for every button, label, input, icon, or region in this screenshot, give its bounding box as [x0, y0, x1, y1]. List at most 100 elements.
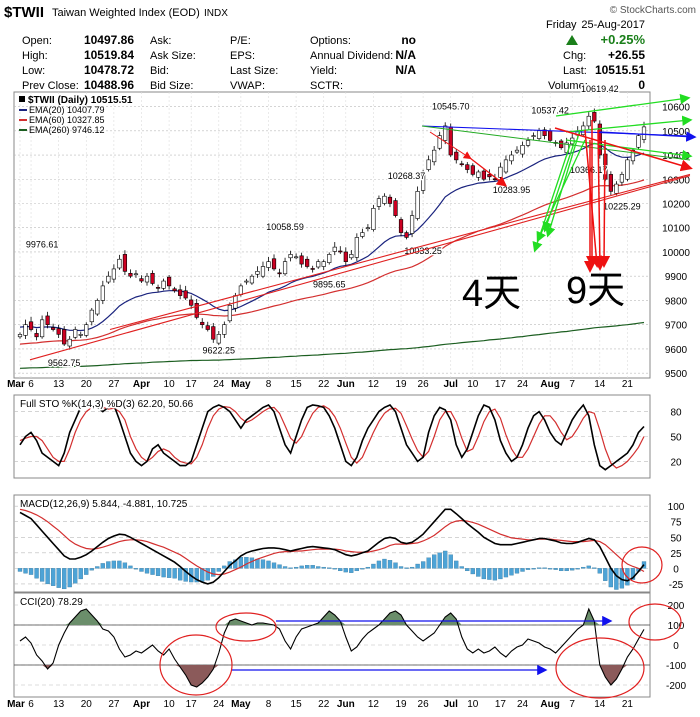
volume-label: Volume: [548, 80, 588, 92]
macd-hist-bar [50, 568, 56, 586]
x-tick-label: 22 [318, 379, 330, 390]
macd-title: MACD(12,26,9) 5.844, -4.881, 10.725 [20, 499, 188, 510]
candle [211, 326, 216, 340]
macd-hist-bar [111, 560, 117, 569]
macd-hist-bar [360, 568, 365, 570]
x-tick-label-bottom: 7 [569, 699, 575, 710]
y-tick-label: 9600 [665, 345, 688, 356]
candle [189, 299, 194, 306]
macd-hist-bar [393, 562, 398, 569]
macd-hist-bar [316, 566, 321, 569]
candle [266, 261, 271, 268]
red-trendline [29, 175, 691, 361]
candle [443, 125, 448, 141]
red-fan-arrow [584, 129, 603, 268]
x-tick-label-bottom: 17 [495, 699, 507, 710]
macd-hist-bar [542, 567, 547, 569]
candle [393, 200, 398, 216]
macd-hist-bar [62, 568, 67, 590]
x-tick-label-bottom: 19 [395, 699, 407, 710]
candle [106, 275, 111, 283]
macd-hist-bar [470, 568, 475, 575]
quote-label: Prev Close: [22, 80, 79, 92]
candle [349, 254, 354, 259]
candle [84, 324, 89, 336]
candle [39, 319, 45, 338]
macd-hist-bar [155, 568, 161, 576]
sto-title: Full STO %K(14,3) %D(3) 62.20, 50.66 [20, 399, 194, 410]
x-tick-label: 7 [569, 379, 575, 390]
x-tick-label-bottom: 21 [622, 699, 634, 710]
x-tick-label-bottom: 26 [418, 699, 430, 710]
candle [255, 271, 260, 275]
macd-hist-bar [271, 562, 277, 569]
macd-hist-bar [305, 565, 310, 569]
candle [437, 135, 442, 149]
y-tick-label: 25 [670, 549, 682, 560]
quote-date: 25-Aug-2017 [581, 19, 645, 31]
candle [305, 258, 310, 267]
up-arrow-icon [566, 35, 578, 45]
macd-hist-bar [150, 568, 155, 575]
macd-hist-bar [476, 568, 481, 577]
quote-label: Yield: [310, 65, 337, 77]
price-callout: 10283.95 [493, 185, 531, 195]
candles [17, 108, 647, 350]
x-tick-label: 19 [395, 379, 407, 390]
macd-hist-bar [586, 565, 591, 569]
macd-hist-bar [211, 568, 216, 577]
macd-hist-bar [293, 566, 299, 569]
x-tick-label-bottom: 24 [517, 699, 529, 710]
candle [95, 300, 100, 315]
change-pct: +0.25% [601, 32, 646, 47]
candle [365, 227, 370, 230]
macd-hist-bar [310, 565, 315, 569]
macd-hist-bar [117, 560, 122, 569]
cci-title: CCI(20) 78.29 [20, 597, 83, 608]
quote-label: Ask Size: [150, 50, 196, 62]
macd-hist-bar [553, 568, 558, 570]
macd-hist-bar [409, 566, 415, 569]
macd-hist-bar [89, 568, 94, 571]
candle [155, 287, 161, 289]
candle [586, 115, 591, 127]
chg-value: +26.55 [608, 48, 645, 62]
macd-hist-bar [133, 568, 139, 570]
x-tick-label-bottom: 24 [213, 699, 225, 710]
price-callout: 10619.42 [581, 84, 619, 94]
macd-hist-bar [570, 568, 575, 571]
candle [614, 183, 619, 194]
x-tick-label: 14 [594, 379, 606, 390]
macd-hist-bar [23, 568, 28, 574]
y-tick-label: 200 [668, 601, 685, 612]
candle [454, 151, 459, 161]
y-tick-label: 100 [668, 502, 685, 513]
price-panel [13, 91, 651, 379]
candle [360, 232, 365, 237]
price-callout: 10268.37 [388, 171, 426, 181]
x-tick-label-bottom: 8 [266, 699, 272, 710]
macd-hist-bar [487, 568, 492, 580]
exchange: INDX [204, 8, 228, 19]
macd-hist-bar [288, 567, 293, 569]
candle [448, 126, 453, 156]
sto-d-line [19, 405, 645, 469]
x-tick-label: 27 [108, 379, 120, 390]
x-tick-label: 26 [418, 379, 430, 390]
candle [321, 261, 326, 267]
macd-hist-bar [327, 567, 332, 569]
macd-hist-bar [630, 568, 636, 580]
macd-hist-bar [194, 568, 199, 583]
candle [409, 215, 415, 234]
quote-value: 10488.96 [84, 78, 134, 92]
candle [67, 338, 72, 347]
candle [398, 219, 404, 233]
quote-label: Annual Dividend: [310, 50, 393, 62]
legend-ema20: EMA(20) 10407.79 [29, 105, 105, 115]
legend-price-swatch [19, 96, 25, 102]
macd-hist-bar [166, 568, 172, 578]
macd-hist-bar [536, 567, 542, 569]
x-tick-label: 21 [622, 379, 634, 390]
macd-hist-bar [332, 568, 337, 570]
macd-hist-bar [564, 568, 569, 572]
